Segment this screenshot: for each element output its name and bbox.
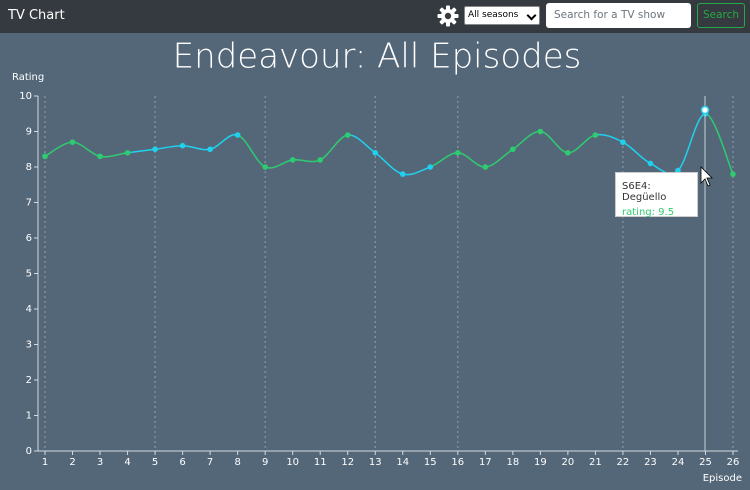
y-tick-label: 2 (26, 375, 32, 386)
y-tick-label: 10 (19, 91, 32, 102)
x-tick-label: 9 (262, 457, 268, 468)
episode-point (152, 146, 158, 153)
rating-line (622, 112, 706, 175)
chart-title: Endeavour: All Episodes (173, 37, 582, 77)
y-tick-label: 4 (26, 304, 32, 315)
x-tick-label: 4 (124, 457, 130, 468)
y-tick-label: 1 (26, 411, 32, 422)
y-tick-label: 6 (26, 233, 32, 244)
episode-point (124, 150, 131, 156)
x-tick-label: 10 (286, 457, 299, 468)
rating-line (44, 141, 128, 158)
y-tick-label: 5 (26, 269, 32, 280)
x-tick-label: 3 (97, 457, 103, 468)
episode-point (592, 132, 599, 138)
x-tick-label: 23 (644, 457, 657, 468)
episode-point (482, 164, 489, 170)
x-tick-label: 16 (451, 457, 464, 468)
x-tick-label: 20 (562, 457, 575, 468)
y-tick-label: 0 (26, 446, 32, 457)
episode-point (207, 146, 213, 153)
x-tick-label: 18 (506, 457, 519, 468)
episode-point (289, 157, 296, 163)
tooltip-title: S6E4: Degüello (622, 181, 667, 203)
x-tick-label: 11 (314, 457, 327, 468)
episode-point (510, 146, 516, 153)
season-connector (237, 134, 266, 168)
episode-point (647, 160, 654, 167)
season-connector (347, 134, 376, 154)
x-tick-label: 14 (396, 457, 409, 468)
episode-point (399, 171, 406, 177)
episode-point (69, 139, 76, 145)
y-tick-label: 7 (26, 198, 32, 209)
episode-point (537, 128, 544, 135)
chart: Endeavour: All Episodes Rating Episode 0… (12, 37, 742, 485)
episode-point (262, 164, 268, 170)
episode-point (730, 171, 736, 177)
episode-point (427, 164, 434, 170)
x-tick-label: 12 (341, 457, 354, 468)
x-tick-label: 25 (699, 457, 712, 468)
rating-line (264, 134, 348, 169)
x-tick-label: 17 (479, 457, 492, 468)
x-tick-label: 7 (207, 457, 213, 468)
x-tick-label: 2 (69, 457, 75, 468)
x-tick-label: 22 (617, 457, 630, 468)
x-tick-label: 26 (727, 457, 740, 468)
season-connector (595, 133, 624, 143)
y-axis-label: Rating (12, 72, 44, 83)
episode-point (317, 157, 324, 163)
x-tick-label: 6 (179, 457, 185, 468)
episode-point (372, 150, 379, 156)
season-connector (705, 113, 734, 175)
episode-point (455, 150, 461, 156)
tooltip-rating: rating: 9.5 (622, 207, 675, 218)
x-tick-label: 13 (369, 457, 382, 468)
x-tick-label: 19 (534, 457, 547, 468)
x-tick-label: 24 (672, 457, 685, 468)
x-tick-label: 21 (589, 457, 602, 468)
season-connector (429, 152, 458, 168)
y-tick-label: 3 (26, 340, 32, 351)
x-tick-label: 15 (424, 457, 437, 468)
rating-line (457, 130, 596, 168)
episode-point (42, 153, 48, 160)
rating-line (154, 133, 238, 151)
episode-point (97, 153, 103, 160)
brand[interactable]: TV Chart (8, 8, 65, 23)
episode-point (675, 167, 681, 174)
x-tick-label: 5 (152, 457, 158, 468)
tooltip: S6E4: Degüello rating: 9.5 (615, 172, 698, 218)
cursor (700, 166, 713, 187)
episode-point (179, 142, 186, 149)
search-input[interactable]: Search for a TV show (546, 3, 691, 28)
episode-point (344, 132, 351, 138)
x-tick-label: 1 (42, 457, 48, 468)
episode-point (234, 132, 241, 138)
hover-point (700, 105, 710, 115)
y-tick-label: 8 (26, 162, 32, 173)
settings-icon[interactable] (436, 4, 460, 28)
x-axis-label: Episode (703, 473, 742, 484)
episode-point (565, 150, 571, 156)
season-connector (127, 148, 156, 154)
episode-point (620, 139, 626, 145)
search-button[interactable]: Search (697, 3, 745, 28)
x-tick-label: 8 (234, 457, 240, 468)
navbar: TV Chart All seasons Search for a TV sho… (0, 0, 750, 33)
season-select[interactable]: All seasons (464, 6, 540, 25)
y-tick-label: 9 (26, 127, 32, 138)
